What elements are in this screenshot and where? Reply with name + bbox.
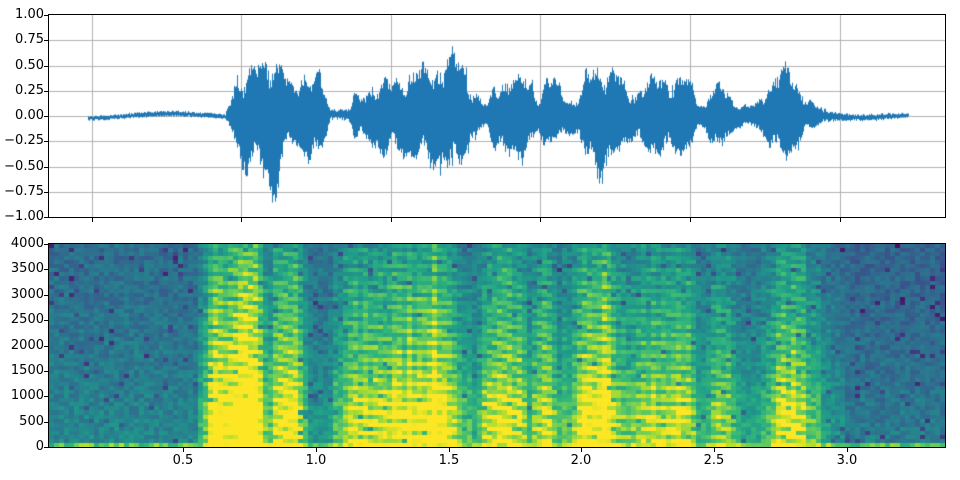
waveform-axes (48, 14, 946, 218)
spectrogram-y-tick-mark (44, 244, 48, 245)
waveform-x-tick-mark (540, 218, 541, 222)
spectrogram-x-tick-label: 2.5 (703, 453, 725, 468)
waveform-y-tick-label: 0.25 (15, 83, 44, 98)
waveform-x-tick-mark (241, 218, 242, 222)
spectrogram-x-tick-label: 1.5 (438, 453, 460, 468)
waveform-y-tick-mark (44, 116, 48, 117)
waveform-y-tick-mark (44, 15, 48, 16)
spectrogram-x-tick-mark (183, 448, 184, 452)
waveform-y-tick-label: −1.00 (4, 209, 44, 224)
waveform-x-tick-mark (391, 218, 392, 222)
spectrogram-y-tick-mark (44, 320, 48, 321)
spectrogram-x-tick-mark (581, 448, 582, 452)
waveform-y-tick-mark (44, 141, 48, 142)
spectrogram-y-tick-mark (44, 371, 48, 372)
waveform-x-tick-mark (690, 218, 691, 222)
spectrogram-y-tick-label: 3000 (10, 287, 44, 302)
spectrogram-y-tick-label: 2500 (10, 312, 44, 327)
spectrogram-y-tick-label: 3500 (10, 261, 44, 276)
spectrogram-y-tick-label: 500 (19, 414, 44, 429)
spectrogram-y-tick-label: 1000 (10, 388, 44, 403)
waveform-y-tick-label: 0.00 (15, 108, 44, 123)
spectrogram-y-tick-label: 1500 (10, 363, 44, 378)
spectrogram-y-tick-mark (44, 295, 48, 296)
waveform-y-tick-label: 0.50 (15, 58, 44, 73)
spectrogram-axes (48, 243, 946, 448)
waveform-y-tick-label: 1.00 (15, 7, 44, 22)
waveform-y-tick-mark (44, 66, 48, 67)
waveform-y-tick-mark (44, 217, 48, 218)
waveform-y-tick-mark (44, 167, 48, 168)
spectrogram-y-tick-mark (44, 346, 48, 347)
spectrogram-x-tick-label: 3.0 (836, 453, 858, 468)
waveform-y-tick-mark (44, 192, 48, 193)
spectrogram-x-tick-label: 1.0 (305, 453, 327, 468)
spectrogram-y-tick-mark (44, 422, 48, 423)
waveform-y-tick-label: −0.25 (4, 133, 44, 148)
waveform-y-tick-label: −0.50 (4, 159, 44, 174)
spectrogram-canvas (49, 244, 945, 447)
spectrogram-y-tick-mark (44, 269, 48, 270)
spectrogram-y-tick-label: 4000 (10, 236, 44, 251)
waveform-y-tick-mark (44, 40, 48, 41)
waveform-x-tick-mark (92, 218, 93, 222)
waveform-x-tick-mark (840, 218, 841, 222)
spectrogram-y-tick-label: 0 (35, 439, 44, 454)
waveform-y-tick-mark (44, 91, 48, 92)
waveform-y-tick-label: 0.75 (15, 32, 44, 47)
spectrogram-x-tick-mark (449, 448, 450, 452)
spectrogram-x-tick-mark (847, 448, 848, 452)
waveform-canvas (49, 15, 945, 217)
spectrogram-y-tick-label: 2000 (10, 338, 44, 353)
spectrogram-x-tick-mark (316, 448, 317, 452)
spectrogram-y-tick-mark (44, 447, 48, 448)
waveform-y-tick-label: −0.75 (4, 184, 44, 199)
spectrogram-y-tick-mark (44, 396, 48, 397)
spectrogram-x-tick-mark (714, 448, 715, 452)
spectrogram-x-tick-label: 0.5 (172, 453, 194, 468)
spectrogram-x-tick-label: 2.0 (570, 453, 592, 468)
